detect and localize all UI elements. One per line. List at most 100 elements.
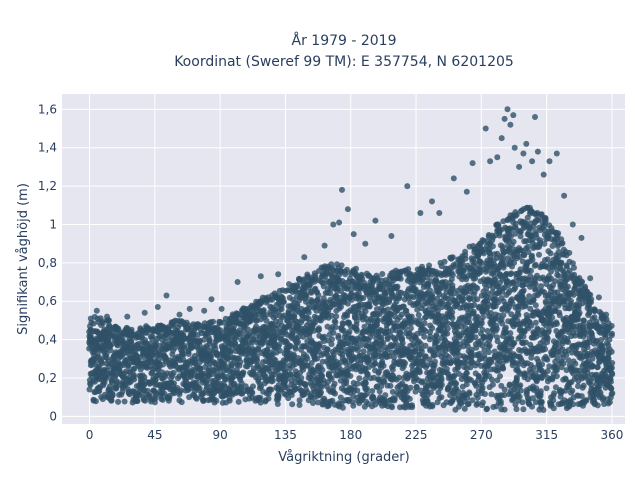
- data-point: [343, 266, 350, 273]
- data-point: [562, 376, 569, 383]
- data-point: [324, 346, 331, 353]
- data-point: [119, 388, 126, 395]
- data-point: [578, 279, 585, 286]
- outlier-point: [124, 313, 131, 320]
- data-point: [357, 342, 364, 349]
- data-point: [588, 382, 595, 389]
- data-point: [570, 401, 577, 408]
- data-point: [570, 291, 577, 298]
- data-point: [605, 355, 612, 362]
- data-point: [408, 320, 415, 326]
- data-point: [454, 365, 461, 372]
- data-point: [553, 367, 560, 374]
- outlier-point: [93, 307, 100, 314]
- data-point: [589, 355, 596, 362]
- outlier-point: [201, 307, 208, 314]
- data-point: [451, 372, 458, 379]
- data-point: [321, 333, 328, 340]
- data-point: [545, 327, 552, 334]
- data-point: [372, 401, 379, 408]
- data-point: [532, 280, 539, 287]
- outlier-point: [218, 305, 225, 312]
- data-point: [369, 388, 376, 394]
- data-point: [532, 261, 539, 268]
- data-point: [350, 402, 357, 409]
- data-point: [331, 380, 338, 387]
- data-point: [407, 384, 414, 391]
- data-point: [441, 258, 448, 265]
- outlier-point: [186, 305, 193, 312]
- data-point: [449, 285, 456, 292]
- outlier-point: [104, 313, 110, 320]
- data-point: [571, 264, 577, 271]
- data-point: [489, 381, 496, 388]
- data-point: [295, 338, 301, 345]
- data-point: [378, 334, 385, 341]
- data-point: [549, 314, 556, 321]
- data-point: [226, 397, 233, 404]
- data-point: [479, 384, 486, 391]
- data-point: [462, 248, 469, 255]
- data-point: [429, 296, 436, 303]
- data-point: [249, 389, 256, 396]
- data-point: [389, 404, 395, 411]
- data-point: [530, 364, 537, 371]
- data-point: [580, 324, 587, 331]
- data-point: [339, 404, 346, 411]
- data-point: [494, 365, 501, 372]
- data-point: [488, 391, 495, 398]
- data-point: [185, 322, 192, 329]
- data-point: [578, 393, 585, 400]
- data-point: [495, 221, 502, 228]
- data-point: [540, 407, 547, 413]
- data-point: [484, 328, 491, 334]
- data-point: [228, 360, 235, 367]
- data-point: [361, 323, 368, 330]
- data-point: [115, 398, 122, 405]
- data-point: [438, 377, 445, 383]
- data-point: [193, 395, 200, 402]
- data-point: [478, 260, 485, 266]
- data-point: [387, 382, 394, 389]
- data-points: [86, 106, 616, 413]
- data-point: [466, 296, 473, 303]
- data-point: [109, 392, 116, 399]
- data-point: [576, 309, 583, 316]
- data-point: [587, 291, 594, 298]
- data-point: [429, 402, 436, 408]
- data-point: [106, 322, 113, 329]
- data-point: [327, 286, 334, 292]
- data-point: [107, 347, 114, 354]
- data-point: [489, 376, 495, 383]
- data-point: [330, 329, 337, 336]
- data-point: [553, 373, 560, 380]
- data-point: [461, 405, 468, 412]
- data-point: [495, 299, 502, 306]
- data-point: [502, 324, 509, 331]
- data-point: [556, 312, 563, 319]
- data-point: [412, 388, 419, 395]
- data-point: [497, 373, 503, 380]
- data-point: [344, 368, 351, 374]
- data-point: [165, 397, 172, 404]
- data-point: [171, 380, 177, 387]
- data-point: [523, 262, 530, 269]
- data-point: [565, 339, 571, 345]
- data-point: [539, 361, 546, 368]
- data-point: [257, 394, 264, 401]
- data-point: [382, 392, 389, 399]
- data-point: [376, 388, 383, 395]
- data-point: [339, 320, 346, 327]
- data-point: [298, 375, 305, 381]
- data-point: [607, 385, 614, 392]
- data-point: [544, 335, 551, 342]
- data-point: [474, 313, 481, 320]
- data-point: [481, 376, 488, 383]
- data-point: [558, 260, 565, 266]
- data-point: [474, 400, 481, 407]
- data-point: [485, 349, 492, 356]
- data-point: [529, 403, 535, 410]
- data-point: [455, 388, 462, 395]
- data-point: [543, 385, 550, 392]
